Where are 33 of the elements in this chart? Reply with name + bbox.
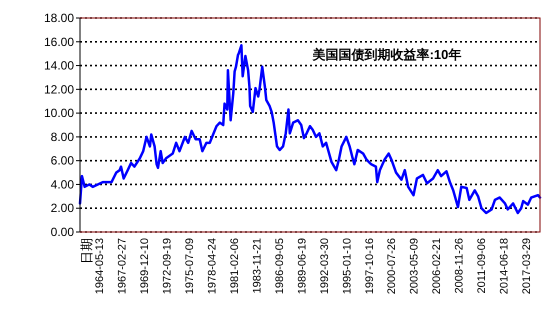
x-tick-label: 1964-05-13 [94,238,106,294]
y-tick-label: 18.00 [44,11,74,25]
y-tick-label: 2.00 [50,201,74,216]
text: 日期 [79,238,94,264]
x-tick-label: 2006-02-21 [431,238,444,294]
x-tick-label: 2017-03-29 [520,238,533,294]
y-tick-label: 8.00 [50,130,74,144]
x-tick-label: 1997-10-16 [364,238,376,294]
x-tick-label: 2003-05-09 [408,238,421,294]
text: 美国国债到期收益率:10年 [312,47,462,62]
line-series [78,44,542,214]
x-tick-label: 1992-03-30 [319,238,332,294]
y-tick-label: 12.00 [44,82,74,96]
y-tick-label: 6.00 [50,154,74,168]
x-tick-label: 1967-02-27 [116,238,129,294]
x-tick-label: 2011-09-06 [476,238,488,294]
x-tick-label: 1978-04-24 [206,238,219,294]
y-tick-label: 16.00 [44,34,74,49]
x-tick-label: 1975-07-09 [184,238,196,294]
y-tick-label: 14.00 [44,58,74,73]
x-tick-label: 2014-06-18 [498,238,510,294]
x-tick-label: 1983-11-21 [252,238,264,294]
x-tick-label: 2000-07-26 [386,238,398,294]
x-tick-label: 1995-01-10 [342,238,354,294]
x-tick-label: 1989-06-19 [296,238,309,294]
x-tick-label: 1969-12-10 [139,238,152,294]
y-tick-label: 4.00 [50,177,74,192]
x-tick-label: 1986-09-05 [274,238,286,294]
y-tick-label: 10.00 [44,106,74,120]
x-tick-label: 1972-09-19 [161,238,174,294]
x-tick-label: 1981-02-06 [229,238,242,294]
x-tick-label: 2008-11-26 [454,238,466,294]
y-tick-label: 0.00 [50,225,74,239]
